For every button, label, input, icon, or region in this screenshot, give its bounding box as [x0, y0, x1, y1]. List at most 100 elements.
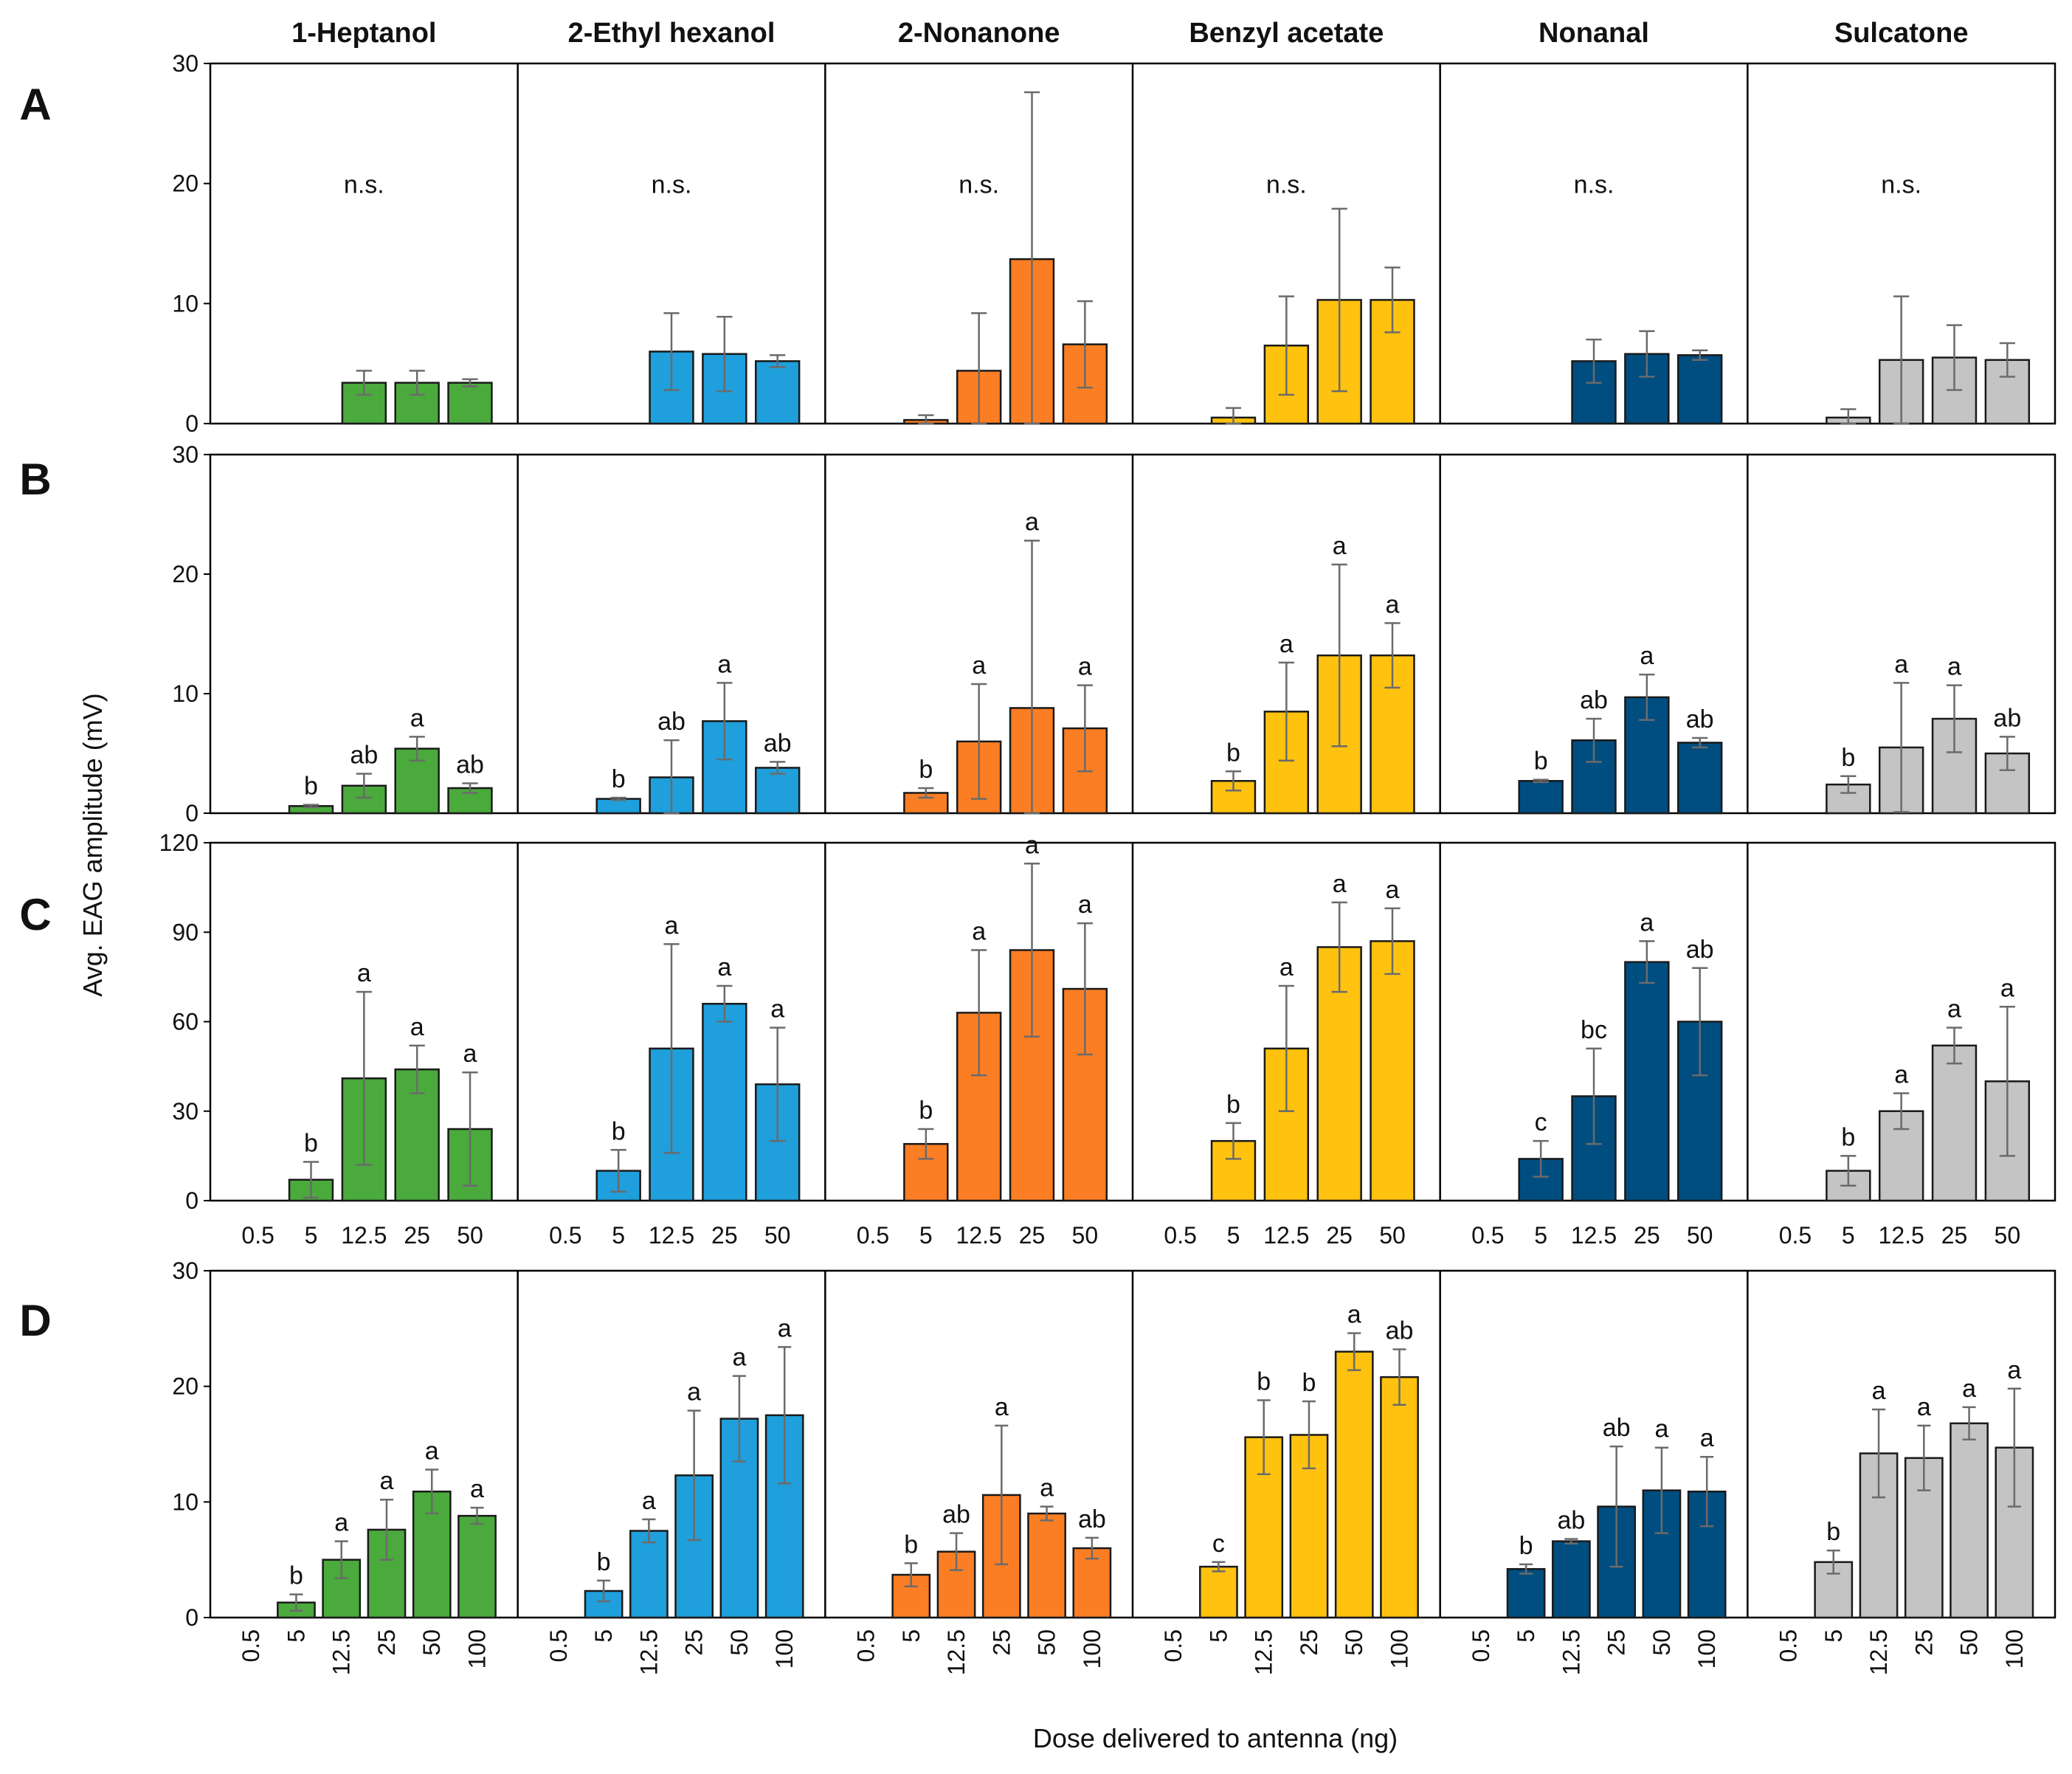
error-bar	[1331, 563, 1347, 748]
significance-letter: a	[1040, 1474, 1054, 1502]
error-bar	[2007, 1387, 2021, 1508]
error-bar	[1962, 1406, 1976, 1440]
significance-letter: a	[972, 918, 986, 946]
significance-letter: a	[995, 1393, 1009, 1421]
y-tick-label: 30	[172, 441, 198, 468]
significance-letter: a	[1917, 1393, 1931, 1421]
error-bar	[770, 761, 786, 775]
error-bar	[1225, 407, 1242, 425]
significance-letter: a	[1280, 630, 1294, 658]
significance-letter: a	[357, 959, 371, 987]
error-bar	[1999, 342, 2015, 378]
x-category-label: 12.5	[649, 1222, 694, 1249]
x-category-label: 5	[1227, 1222, 1240, 1249]
error-bar	[1023, 91, 1040, 425]
bar	[447, 382, 493, 425]
error-bar	[663, 739, 680, 815]
bar	[394, 1068, 440, 1202]
error-bar	[462, 782, 478, 794]
series-2-nonanone: b a a a	[903, 508, 1108, 815]
x-category-label: 5	[305, 1222, 318, 1249]
error-bar	[995, 1424, 1009, 1566]
significance-letter: a	[1654, 1415, 1668, 1443]
error-bar	[918, 414, 934, 425]
error-bar	[1519, 1563, 1533, 1575]
bar	[1334, 1350, 1374, 1619]
y-tick-label: 30	[172, 1257, 198, 1284]
bar	[1551, 1540, 1591, 1619]
y-axis-title: Avg. EAG amplitude (mV)	[77, 693, 108, 997]
error-bar	[1392, 1348, 1406, 1406]
error-bar	[1533, 1139, 1549, 1178]
x-category-label: 12.5	[1571, 1222, 1617, 1249]
error-bar	[1692, 736, 1708, 749]
series-sulcatone: n.s.	[1826, 171, 2031, 425]
x-category-label: 25	[373, 1629, 400, 1656]
x-category-label: 100	[1693, 1629, 1720, 1668]
x-category-label: 0.5	[241, 1222, 274, 1249]
series-2-ethyl-hexanol: 0.5 b 5 a 12.5 a 25 a 50	[549, 911, 801, 1249]
significance-letter: a	[2007, 1356, 2021, 1384]
series-benzyl-acetate: 0.5 b 5 a 12.5 a 25 a 50	[1164, 870, 1415, 1249]
x-axis-title: Dose delivered to antenna (ng)	[1033, 1723, 1398, 1753]
significance-letter: a	[972, 652, 986, 680]
series-nonanal: 0.5 c 5 bc 12.5 a 25 ab 50	[1471, 908, 1723, 1249]
x-category-label: 100	[771, 1629, 798, 1668]
series-1-heptanol: 0.5 b 5 a 12.5 a 25 a 50	[241, 959, 493, 1249]
error-bar	[1331, 901, 1347, 993]
y-tick-label: 0	[185, 800, 198, 826]
significance-letter: a	[2000, 974, 2014, 1002]
significance-letter: ab	[657, 708, 686, 736]
x-category-label: 12.5	[341, 1222, 387, 1249]
error-bar	[1609, 1445, 1623, 1568]
compound-title: 2-Nonanone	[898, 18, 1060, 49]
significance-letter: b	[1302, 1369, 1316, 1397]
error-bar	[732, 1375, 746, 1463]
y-tick-label: 90	[172, 919, 198, 945]
error-bar	[1212, 1561, 1226, 1573]
significance-letter: a	[470, 1475, 484, 1503]
bar	[1380, 1376, 1419, 1619]
x-category-label: 50	[764, 1222, 791, 1249]
significance-letter: ab	[1386, 1317, 1414, 1345]
x-category-label: 5	[1820, 1629, 1847, 1643]
bar	[754, 767, 801, 815]
significance-letter: b	[904, 1530, 918, 1559]
x-category-label: 50	[1072, 1222, 1099, 1249]
x-category-label: 12.5	[1263, 1222, 1309, 1249]
ns-annotation: n.s.	[1574, 171, 1615, 199]
significance-letter: ab	[1557, 1506, 1585, 1534]
x-category-label: 5	[1842, 1222, 1855, 1249]
error-bar	[663, 312, 680, 391]
y-tick-label: 20	[172, 1373, 198, 1400]
bar	[702, 1003, 747, 1202]
error-bar	[971, 312, 987, 425]
error-bar	[716, 682, 733, 761]
significance-letter: b	[1519, 1532, 1533, 1560]
error-bar	[289, 1593, 303, 1612]
error-bar	[1302, 1400, 1316, 1470]
error-bar	[409, 736, 425, 762]
y-tick-label: 20	[172, 170, 198, 197]
x-category-label: 0.5	[1468, 1629, 1494, 1662]
bar	[1027, 1512, 1066, 1619]
error-bar	[1586, 717, 1602, 763]
error-bar	[904, 1562, 918, 1587]
bar	[595, 798, 641, 815]
compound-title: 2-Ethyl hexanol	[568, 18, 776, 49]
error-bar	[716, 984, 733, 1023]
bar	[1676, 354, 1723, 425]
x-category-label: 5	[1513, 1629, 1539, 1643]
significance-letter: bc	[1581, 1016, 1607, 1044]
error-bar	[1826, 1549, 1840, 1575]
significance-letter: ab	[1686, 936, 1714, 964]
significance-letter: a	[1386, 590, 1400, 618]
bar	[1931, 1044, 1978, 1202]
error-bar	[1946, 324, 1963, 391]
y-tick-label: 10	[172, 680, 198, 707]
significance-letter: a	[778, 1314, 792, 1342]
significance-letter: a	[1894, 650, 1908, 678]
ns-annotation: n.s.	[959, 171, 999, 199]
